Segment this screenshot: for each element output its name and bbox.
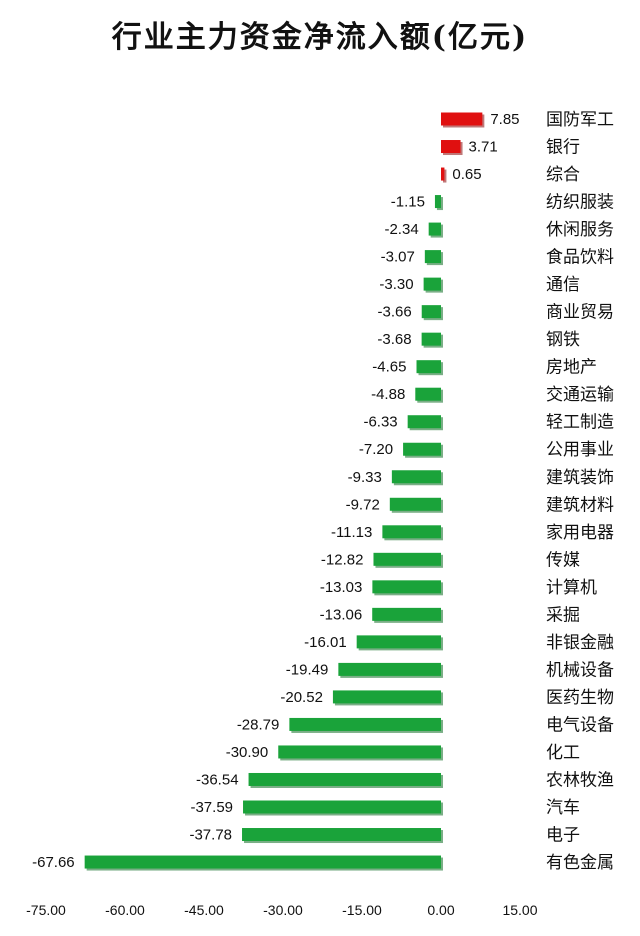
category-label: 电气设备 (546, 715, 614, 735)
bar-shadow (443, 169, 447, 183)
category-label: 综合 (546, 165, 580, 185)
x-tick-label: -60.00 (105, 902, 145, 918)
bar-value-label: -3.30 (379, 276, 413, 293)
category-label: 公用事业 (546, 440, 614, 460)
bar-value-label: -37.78 (189, 827, 232, 844)
category-label: 采掘 (546, 605, 580, 625)
bar (441, 167, 445, 181)
bar (441, 140, 461, 154)
bar-value-label: -19.49 (286, 661, 329, 678)
bar-value-label: -4.65 (372, 359, 406, 376)
bar-value-label: -7.20 (359, 441, 393, 458)
bar (338, 662, 441, 676)
bar-value-label: -9.33 (348, 469, 382, 486)
bar-value-label: -13.03 (320, 579, 363, 596)
bar-value-label: -13.06 (320, 606, 363, 623)
bar-value-label: -16.01 (304, 634, 347, 651)
category-label: 食品饮料 (546, 248, 614, 268)
bar (423, 277, 441, 291)
x-tick-label: 0.00 (427, 902, 454, 918)
bar-value-label: -67.66 (32, 854, 75, 871)
x-tick-label: -30.00 (263, 902, 303, 918)
bar (421, 332, 441, 346)
category-label: 化工 (546, 743, 580, 763)
bar (278, 745, 441, 759)
category-label: 计算机 (546, 578, 597, 598)
bar-value-label: -3.68 (377, 331, 411, 348)
x-tick-label: -15.00 (342, 902, 382, 918)
category-label: 农林牧渔 (546, 770, 614, 790)
x-tick-label: -75.00 (26, 902, 66, 918)
bar (407, 415, 441, 429)
bar (332, 690, 441, 704)
bar (289, 717, 441, 731)
category-label: 商业贸易 (546, 303, 614, 323)
bar (372, 607, 441, 621)
bar (424, 250, 441, 264)
bar (248, 772, 441, 786)
category-label: 休闲服务 (546, 220, 614, 240)
bar (373, 552, 441, 566)
bar-value-label: -12.82 (321, 551, 364, 568)
bar-value-label: -37.59 (190, 799, 233, 816)
category-label: 非银金融 (546, 633, 614, 653)
category-label: 通信 (546, 275, 580, 295)
category-label: 房地产 (546, 358, 597, 378)
bar-value-label: -28.79 (237, 716, 280, 733)
x-tick-label: 15.00 (502, 902, 537, 918)
category-label: 钢铁 (546, 330, 580, 350)
bar (416, 360, 441, 374)
bar (243, 800, 441, 814)
bar-value-label: -3.07 (381, 249, 415, 266)
category-label: 国防军工 (546, 110, 614, 130)
bar (356, 635, 441, 649)
bar (372, 580, 441, 594)
category-label: 交通运输 (546, 385, 614, 405)
bar-value-label: -36.54 (196, 771, 239, 788)
category-label: 电子 (546, 826, 580, 846)
bar-value-label: -6.33 (363, 414, 397, 431)
bar-value-label: -11.13 (331, 524, 372, 541)
category-label: 有色金属 (546, 853, 614, 873)
bar-value-label: -3.66 (378, 304, 412, 321)
category-label: 纺织服装 (546, 193, 614, 213)
category-label: 医药生物 (546, 688, 614, 708)
chart-title: 行业主力资金净流入额(亿元) (111, 20, 529, 55)
category-label: 汽车 (546, 798, 580, 818)
bar-value-label: -4.88 (371, 386, 405, 403)
bar (84, 855, 441, 869)
bar-value-label: -9.72 (346, 496, 380, 513)
bar-value-label: -30.90 (226, 744, 269, 761)
bar (415, 387, 441, 401)
bar (403, 442, 441, 456)
bar-value-label: -2.34 (384, 221, 418, 238)
category-label: 建筑材料 (546, 495, 614, 515)
category-label: 传媒 (546, 550, 580, 570)
bar (428, 222, 441, 236)
bar (389, 497, 441, 511)
category-label: 机械设备 (546, 660, 614, 680)
bar-value-label: 3.71 (469, 139, 498, 156)
bar (421, 305, 441, 319)
category-label: 轻工制造 (546, 413, 614, 433)
bar (434, 195, 441, 209)
bar-value-label: 7.85 (490, 111, 519, 128)
bar (441, 112, 483, 126)
x-tick-label: -45.00 (184, 902, 224, 918)
bar-value-label: -1.15 (391, 194, 425, 211)
category-label: 家用电器 (546, 523, 614, 543)
bar (242, 828, 441, 842)
bar (382, 525, 441, 539)
category-label: 银行 (546, 138, 580, 158)
bar-value-label: 0.65 (452, 166, 481, 183)
bar (391, 470, 441, 484)
category-label: 建筑装饰 (546, 468, 614, 488)
bar-value-label: -20.52 (280, 689, 323, 706)
